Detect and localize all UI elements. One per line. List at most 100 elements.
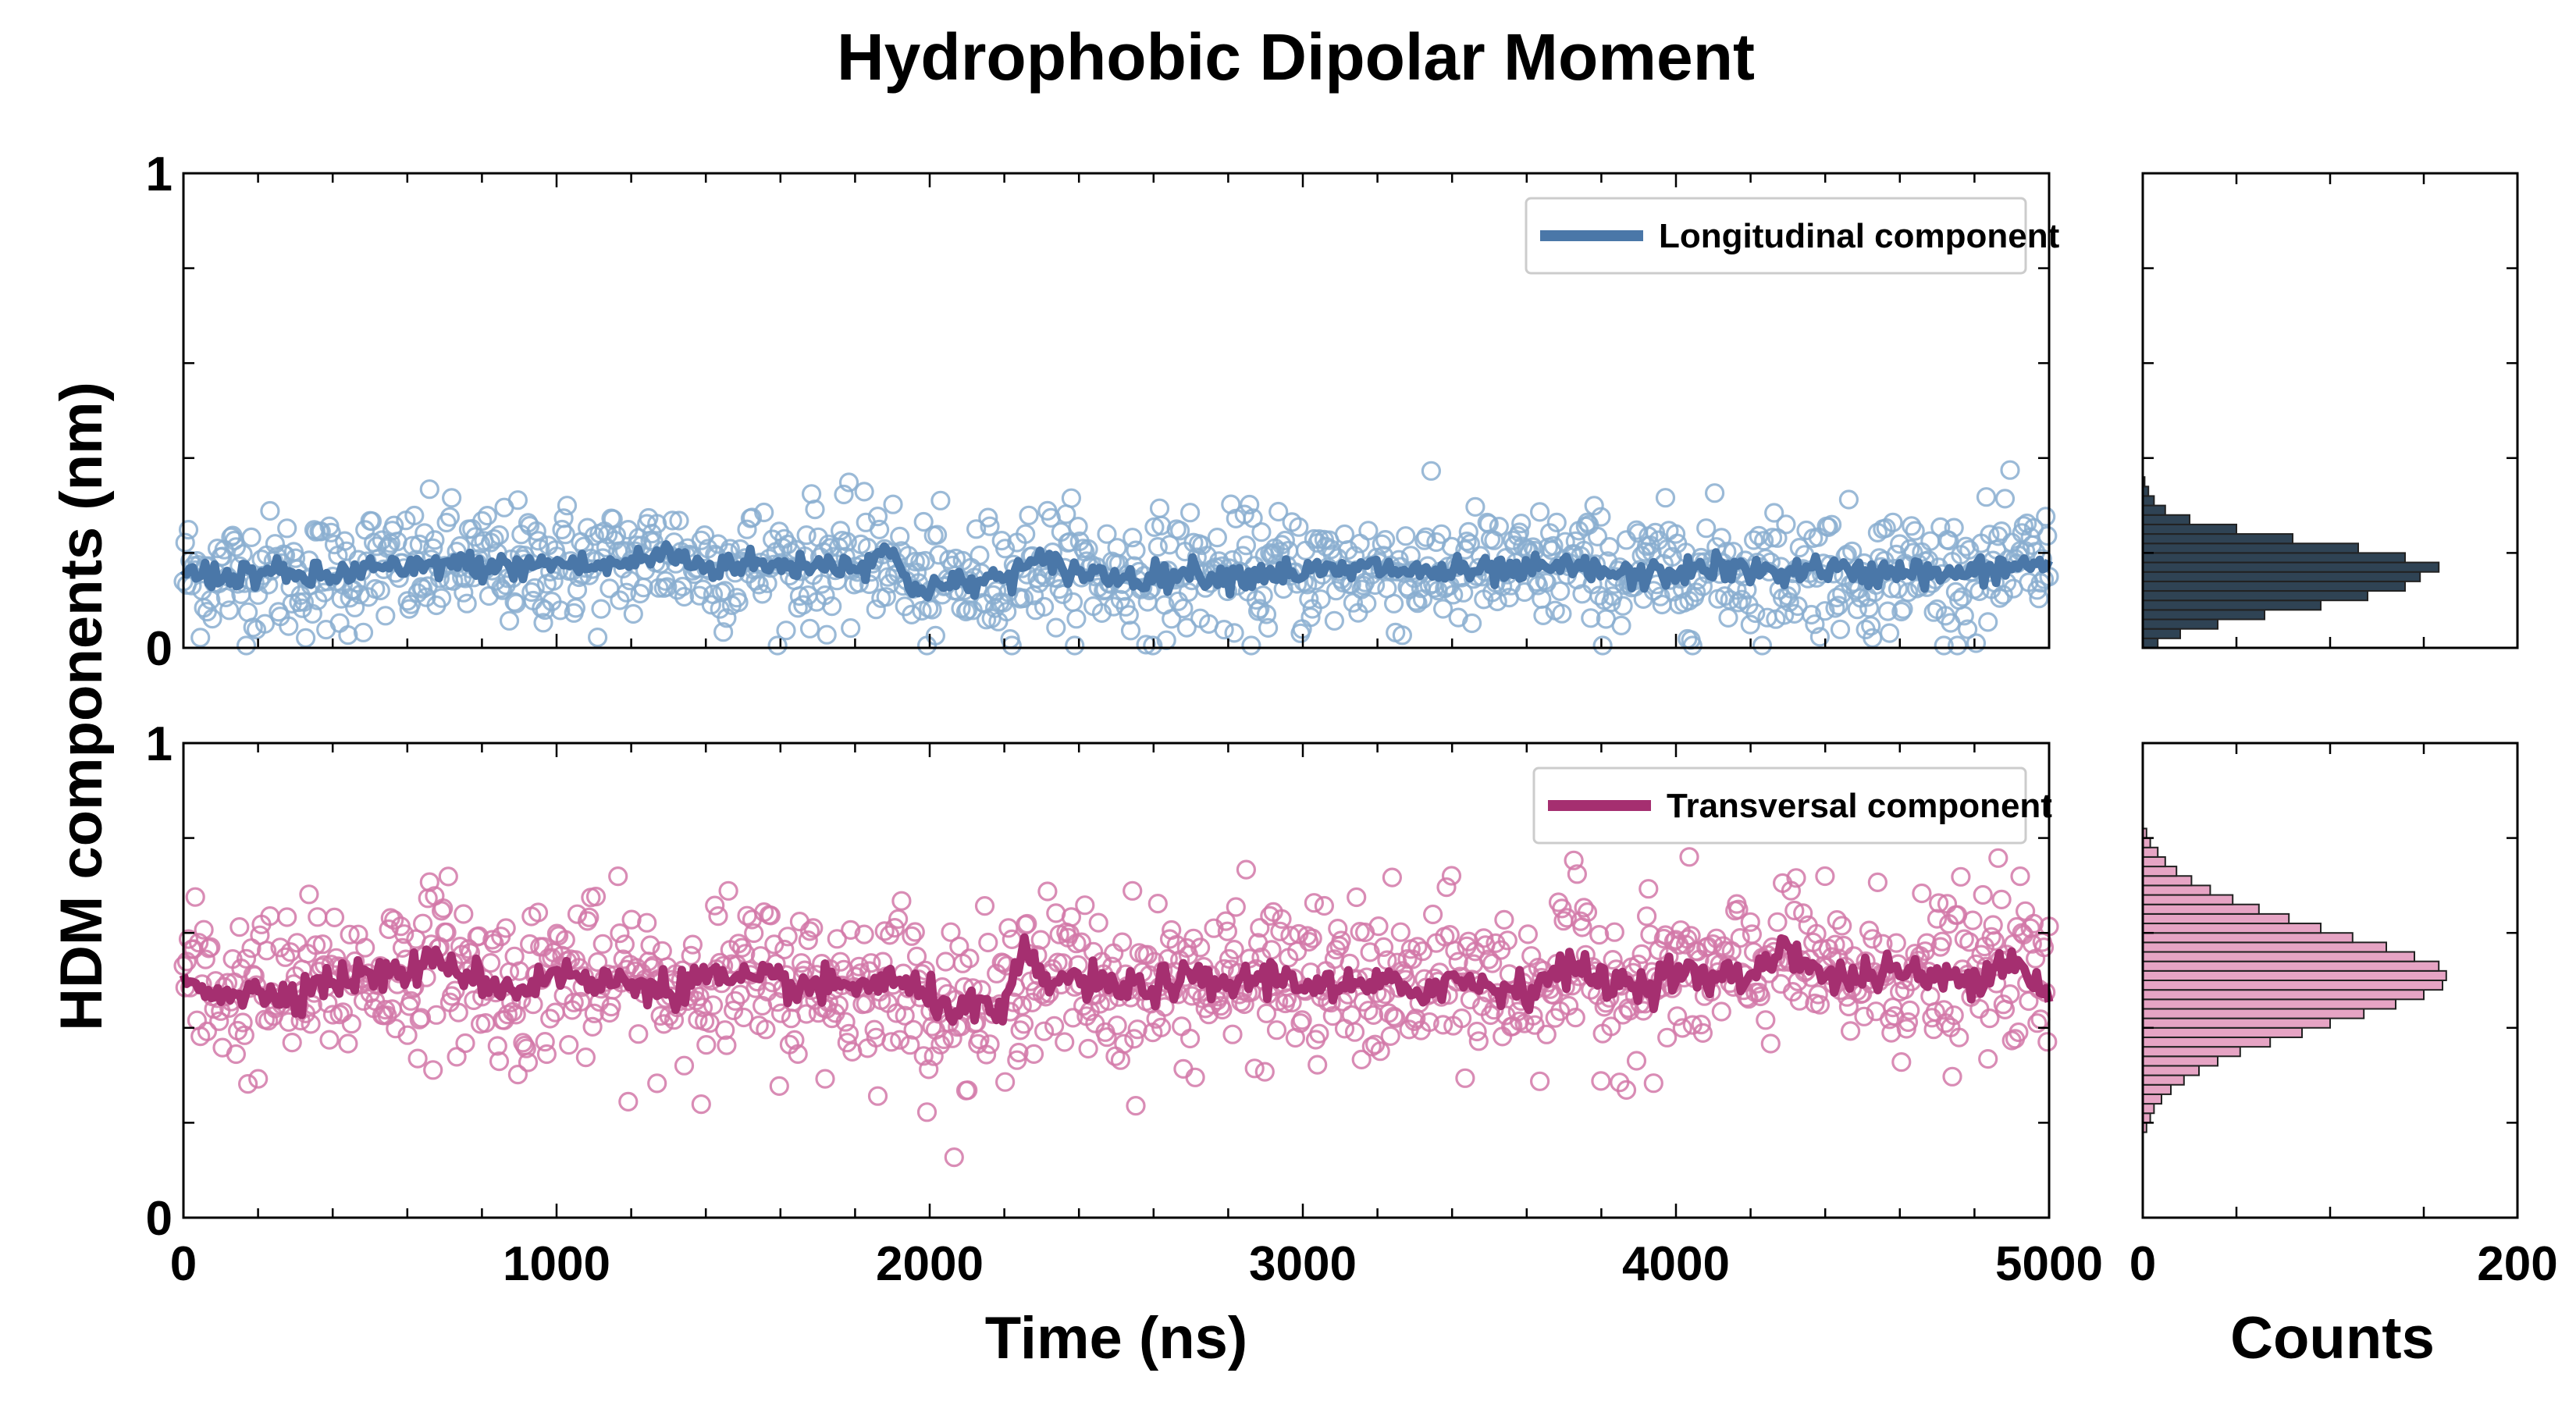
data-point <box>197 1021 217 1042</box>
data-point <box>1718 607 1738 628</box>
data-point <box>1883 512 1903 532</box>
data-point <box>898 546 919 566</box>
plot-frame <box>182 742 2051 1219</box>
data-point <box>489 525 510 546</box>
data-point <box>881 1032 902 1052</box>
data-point <box>1407 593 1428 614</box>
data-point <box>489 1051 510 1072</box>
data-point <box>2019 991 2039 1012</box>
data-point <box>555 525 575 545</box>
data-point <box>935 951 956 972</box>
data-point <box>443 571 464 591</box>
data-point <box>532 598 552 618</box>
data-point <box>1338 539 1358 560</box>
histogram-bar <box>2142 1083 2172 1095</box>
histogram-bar <box>2142 618 2218 630</box>
data-point <box>883 494 903 514</box>
data-point <box>468 926 489 947</box>
data-point <box>1581 608 1601 628</box>
data-point <box>1260 905 1280 927</box>
data-point <box>1308 1055 1328 1075</box>
histogram-bar <box>2142 571 2421 582</box>
data-point <box>1460 533 1481 554</box>
data-point <box>774 939 795 960</box>
data-point <box>1026 600 1046 621</box>
data-point <box>906 946 927 967</box>
data-point <box>564 992 584 1012</box>
data-point <box>195 949 215 969</box>
data-point <box>536 1044 557 1065</box>
data-point <box>1013 1014 1034 1034</box>
data-point <box>978 507 998 528</box>
data-point <box>1589 924 1610 945</box>
data-point <box>1251 521 1272 542</box>
data-point <box>1815 601 1835 621</box>
data-point <box>282 1032 302 1053</box>
data-point <box>178 519 199 540</box>
histogram-bar <box>2142 1008 2365 1019</box>
histogram-bar <box>2142 580 2406 592</box>
data-point <box>1461 613 1482 634</box>
data-point <box>1467 1021 1487 1042</box>
data-point <box>219 600 240 621</box>
data-point <box>1097 524 1117 544</box>
data-point <box>958 1080 978 1101</box>
data-point <box>1525 1015 1545 1035</box>
data-point <box>1905 521 1925 541</box>
data-point <box>1815 866 1835 887</box>
data-point <box>822 596 842 617</box>
data-point <box>1372 534 1392 554</box>
data-point <box>1838 489 1859 510</box>
data-point <box>314 582 335 603</box>
data-point <box>433 898 454 919</box>
data-point <box>1386 1008 1406 1028</box>
data-point <box>1776 514 1796 535</box>
data-point <box>1663 931 1684 951</box>
data-point <box>243 617 263 638</box>
data-point <box>2000 984 2020 1005</box>
data-point <box>1034 1021 1055 1041</box>
data-point <box>715 1020 735 1040</box>
data-point <box>1822 514 1842 535</box>
data-point <box>1347 887 1367 908</box>
data-point <box>404 505 425 526</box>
data-point <box>584 1003 604 1023</box>
data-point <box>436 922 457 943</box>
histogram-bar <box>2142 846 2159 858</box>
data-point <box>1978 1048 1998 1069</box>
data-point <box>1236 859 1257 880</box>
data-point <box>1137 944 1158 965</box>
data-point <box>1891 601 1912 622</box>
data-point <box>886 1003 907 1023</box>
histogram-bar <box>2142 590 2368 602</box>
data-point <box>864 1019 884 1040</box>
data-point <box>1112 932 1133 952</box>
data-point <box>1090 994 1110 1014</box>
histogram-bar <box>2142 980 2443 991</box>
panels-group: 0 1 Longitudinal component 0 1 Transversal co… <box>146 148 2558 1291</box>
histogram-bar <box>2142 855 2166 868</box>
data-point <box>608 866 628 887</box>
data-point <box>1738 989 1759 1009</box>
data-point <box>528 531 549 551</box>
data-point <box>1002 635 1022 656</box>
data-point <box>1832 916 1852 936</box>
data-point <box>178 929 199 949</box>
data-point <box>1696 518 1717 539</box>
data-point <box>439 507 461 527</box>
data-point <box>756 1019 776 1040</box>
data-point <box>557 496 578 516</box>
data-point <box>1383 593 1404 614</box>
x-tick-label: 5000 <box>1995 1237 2103 1291</box>
data-point <box>340 924 360 944</box>
data-point <box>338 1033 358 1054</box>
data-point <box>1224 623 1244 643</box>
data-point <box>1657 1027 1678 1048</box>
data-point <box>1805 614 1825 635</box>
data-point <box>1861 616 1881 636</box>
series-line <box>180 540 2054 602</box>
data-point <box>767 635 788 656</box>
data-point <box>2036 507 2056 527</box>
data-point <box>375 606 396 626</box>
data-point <box>236 948 257 969</box>
